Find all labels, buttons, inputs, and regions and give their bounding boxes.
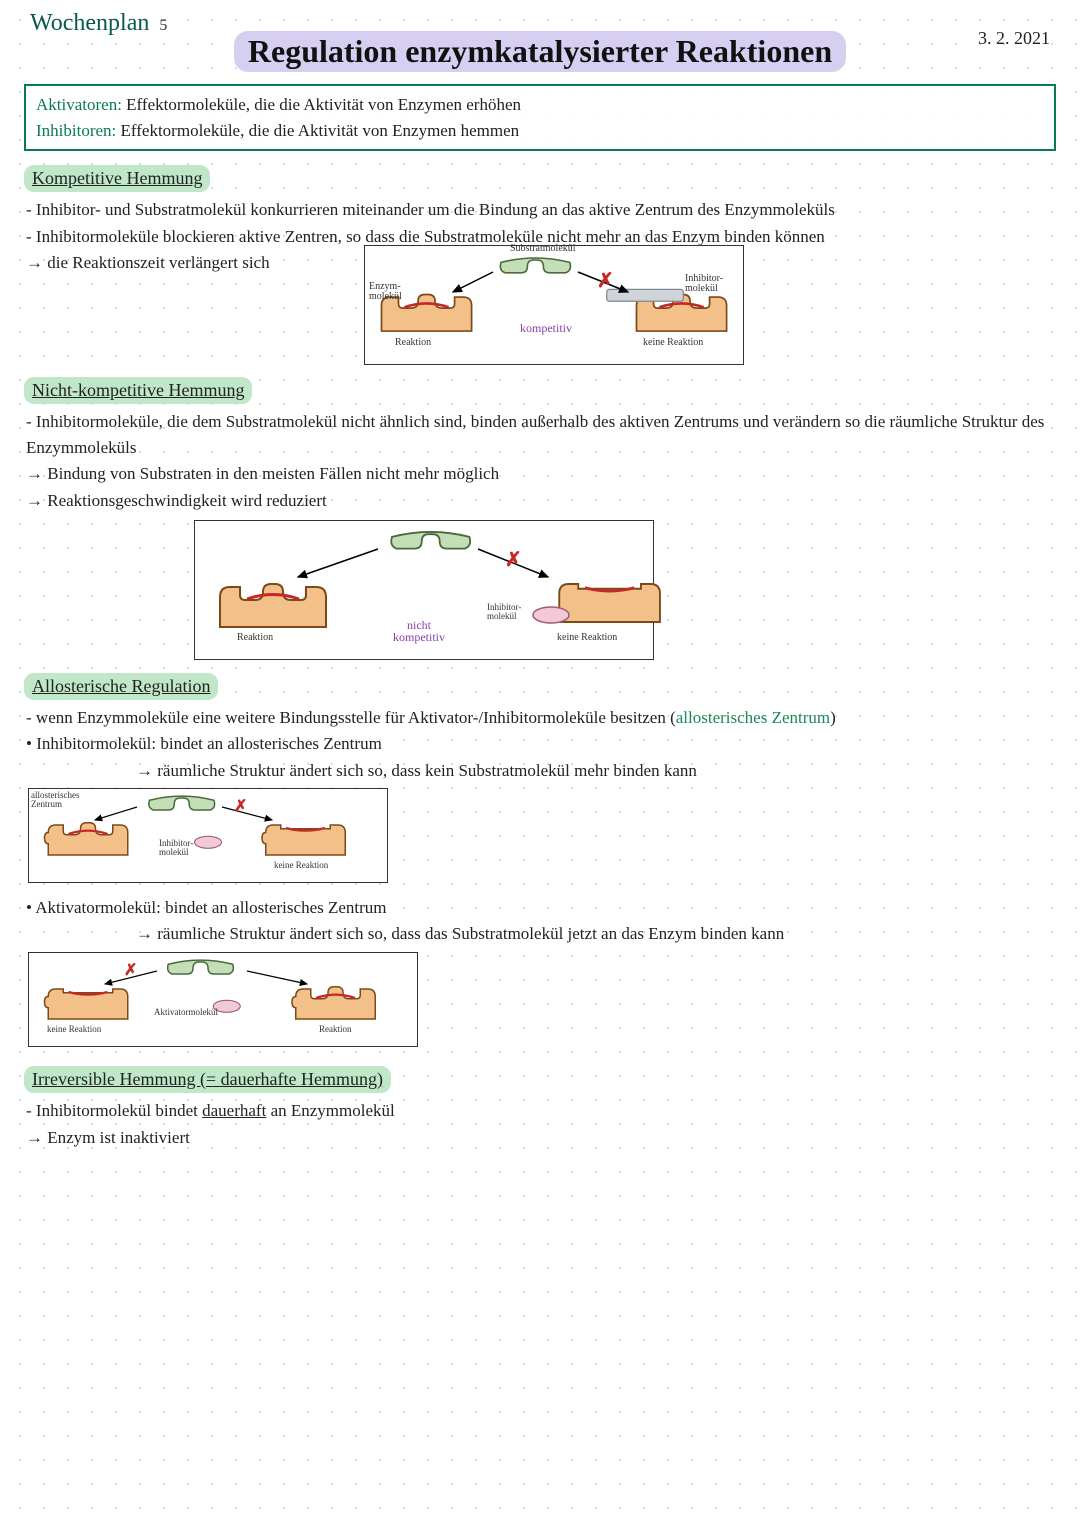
bullet: Inhibitor- und Substratmolekül konkurrie… [26, 197, 1056, 223]
txt: ) [830, 708, 836, 727]
bullet: Aktivatormolekül: bindet an allosterisch… [26, 895, 1056, 921]
lbl-nicht-kompetitiv: nicht kompetitiv [393, 619, 445, 643]
cross-icon: ✗ [597, 266, 614, 296]
wochenplan-label: Wochenplan 5 [30, 10, 167, 37]
lbl-kompetitiv: kompetitiv [520, 322, 572, 334]
cross-icon: ✗ [124, 959, 137, 983]
diagram-competitive: Substratmolekül Enzym- molekül Inhibitor… [364, 245, 744, 365]
bullet: Enzym ist inaktiviert [26, 1125, 1056, 1151]
page-title: Regulation enzymkatalysierter Reaktionen [234, 31, 846, 72]
lbl-activator: Aktivatormolekül [154, 1008, 218, 1017]
lbl-substrate: Substratmolekül [510, 244, 576, 254]
wp-text: Wochenplan [30, 10, 149, 36]
bullet: Inhibitormolekül: bindet an allosterisch… [26, 731, 1056, 757]
date-label: 3. 2. 2021 [978, 28, 1050, 49]
def-line-2: Inhibitoren: Effektormoleküle, die die A… [36, 118, 1044, 144]
lbl-allo-center: allosterisches Zentrum [31, 791, 80, 809]
bullet: Bindung von Substraten in den meisten Fä… [26, 461, 1056, 487]
lbl-reaction: Reaktion [237, 633, 273, 643]
cross-icon: ✗ [234, 795, 247, 819]
txt-green: allosterisches Zentrum [676, 708, 830, 727]
lbl-reaction: Reaktion [395, 338, 431, 348]
cross-icon: ✗ [505, 545, 522, 575]
lbl-inhibitor: Inhibitor- molekül [159, 839, 193, 857]
section-competitive: Kompetitive Hemmung Inhibitor- und Subst… [24, 165, 1056, 367]
section-irreversible: Irreversible Hemmung (= dauerhafte Hemmu… [24, 1066, 1056, 1150]
txt: Inhibitormolekül bindet [36, 1101, 202, 1120]
def-term-1: Aktivatoren: [36, 95, 122, 114]
lbl-enzyme: Enzym- molekül [369, 282, 402, 302]
section-heading: Irreversible Hemmung (= dauerhafte Hemmu… [24, 1066, 391, 1093]
bullet: Inhibitormoleküle, die dem Substratmolek… [26, 409, 1056, 460]
section-heading: Allosterische Regulation [24, 673, 218, 700]
definitions-box: Aktivatoren: Effektormoleküle, die die A… [24, 84, 1056, 151]
diagram-allosteric-inhibitor: allosterisches Zentrum Inhibitor- molekü… [28, 788, 388, 883]
txt: an Enzymmolekül [266, 1101, 394, 1120]
lbl-no-reaction: keine Reaktion [643, 338, 703, 348]
lbl-no-reaction: keine Reaktion [557, 633, 617, 643]
section-heading: Kompetitive Hemmung [24, 165, 210, 192]
lbl-reaction: Reaktion [319, 1025, 352, 1034]
def-line-1: Aktivatoren: Effektormoleküle, die die A… [36, 92, 1044, 118]
def-text-2: Effektormoleküle, die die Aktivität von … [116, 121, 519, 140]
lbl-no-reaction: keine Reaktion [47, 1025, 101, 1034]
sub-bullet: räumliche Struktur ändert sich so, dass … [26, 758, 1056, 784]
lbl-no-reaction: keine Reaktion [274, 861, 328, 870]
sub-bullet: räumliche Struktur ändert sich so, dass … [26, 921, 1056, 947]
txt: wenn Enzymmoleküle eine weitere Bindungs… [36, 708, 676, 727]
diagram-allosteric-activator: Aktivatormolekül keine Reaktion Reaktion… [28, 952, 418, 1047]
def-text-1: Effektormoleküle, die die Aktivität von … [122, 95, 521, 114]
wp-number: 5 [159, 17, 167, 34]
lbl-inhibitor: Inhibitor- molekül [487, 603, 521, 621]
txt-underline: dauerhaft [202, 1101, 266, 1120]
lbl-inhibitor: Inhibitor- molekül [685, 274, 723, 294]
diagram-non-competitive: Reaktion keine Reaktion Inhibitor- molek… [194, 520, 654, 660]
def-term-2: Inhibitoren: [36, 121, 116, 140]
bullet: Reaktionsgeschwindigkeit wird reduziert [26, 488, 1056, 514]
title-wrap: Regulation enzymkatalysierter Reaktionen [20, 31, 1060, 72]
bullet: Inhibitormolekül bindet dauerhaft an Enz… [26, 1098, 1056, 1124]
bullet: wenn Enzymmoleküle eine weitere Bindungs… [26, 705, 1056, 731]
section-non-competitive: Nicht-kompetitive Hemmung Inhibitormolek… [24, 377, 1056, 663]
section-allosteric: Allosterische Regulation wenn Enzymmolek… [24, 673, 1056, 1049]
section-heading: Nicht-kompetitive Hemmung [24, 377, 252, 404]
